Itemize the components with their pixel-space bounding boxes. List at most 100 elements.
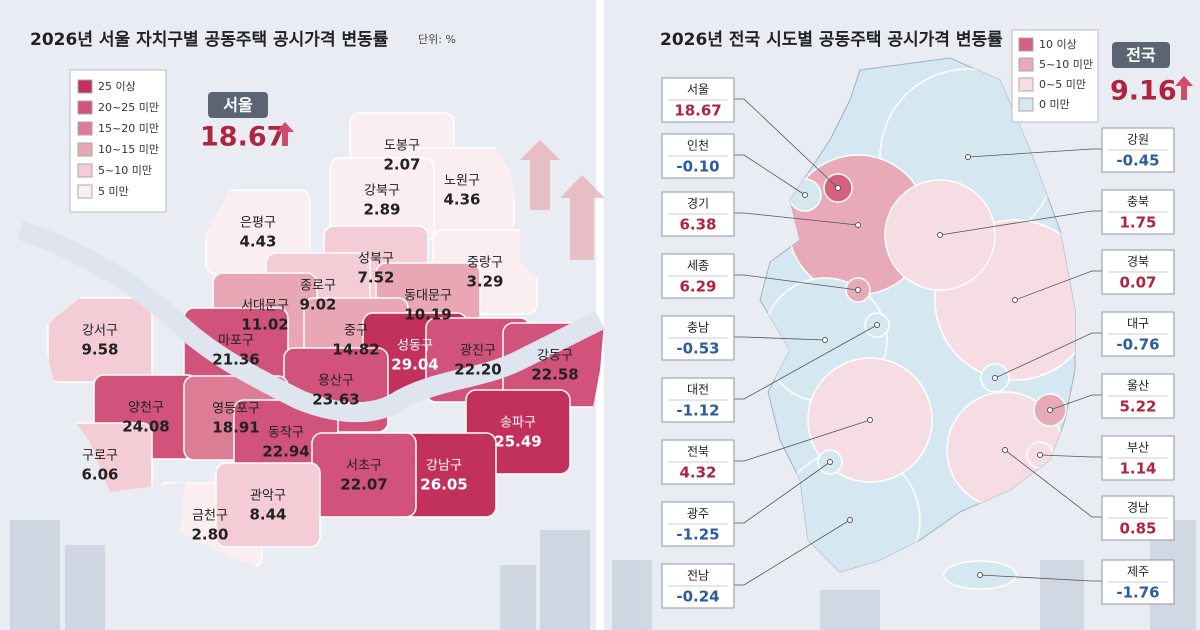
- right-legend: 10 이상 5~10 미만 0~5 미만 0 미만: [1018, 37, 1093, 112]
- district-name: 광진구: [460, 344, 496, 359]
- region-value: 4.32: [679, 464, 716, 482]
- headline-arrow: [276, 122, 294, 146]
- region-dot: [827, 459, 833, 465]
- district-name: 중구: [344, 324, 368, 339]
- unit-label: 단위: %: [418, 33, 456, 46]
- district-value: 6.06: [81, 466, 118, 484]
- seoul-map: [47, 112, 605, 568]
- region-dot: [1012, 297, 1018, 303]
- national-badge: [1112, 42, 1170, 68]
- region-name: 부산: [1127, 441, 1149, 455]
- leader-line: [1004, 449, 1102, 518]
- leader-line: [734, 419, 871, 462]
- region-name: 울산: [1127, 379, 1149, 393]
- region-dot: [847, 517, 853, 523]
- district-name: 서대문구: [241, 299, 289, 314]
- divider: [596, 0, 604, 630]
- leader-line: [734, 212, 859, 226]
- region-name: 경북: [1127, 255, 1149, 269]
- region-value: -0.45: [1116, 152, 1159, 170]
- legend-label: 0~5 미만: [1039, 78, 1086, 91]
- region-name: 경남: [1127, 501, 1149, 515]
- district-name: 양천구: [128, 401, 164, 416]
- region-dot: [937, 232, 943, 238]
- district-value: 21.36: [212, 351, 259, 369]
- leader-line: [734, 274, 859, 291]
- region-dot: [1047, 407, 1053, 413]
- region-name: 제주: [1127, 565, 1149, 579]
- headline-arrow: [1175, 76, 1193, 100]
- region-dot: [867, 417, 873, 423]
- district-name: 강북구: [364, 184, 400, 199]
- region-name: 전북: [687, 445, 709, 459]
- region-value: -0.24: [676, 588, 719, 606]
- district-value: 10.19: [404, 306, 451, 324]
- leader-line: [734, 324, 878, 400]
- legend-swatch: [77, 163, 93, 178]
- legend-swatch: [77, 79, 93, 94]
- region-value: -0.10: [676, 158, 719, 176]
- district-value: 4.43: [239, 233, 276, 251]
- seoul-labels: 도봉구 2.07 노원구 4.36 강북구 2.89 은평구 4.43 성북구 7.52 중랑구 3.…: [81, 139, 578, 544]
- region-name: 대전: [687, 383, 709, 397]
- region-name: 충북: [1127, 195, 1149, 209]
- region-dot: [977, 572, 983, 578]
- district-value: 22.07: [340, 476, 387, 494]
- district-value: 11.02: [241, 316, 288, 334]
- leader-line: [734, 98, 839, 189]
- leader-line: [939, 210, 1102, 236]
- seoul-badge: [208, 92, 268, 118]
- leader-line: [967, 148, 1102, 158]
- district-name: 서초구: [346, 459, 382, 474]
- region-value: -0.76: [1116, 336, 1159, 354]
- region-value: -1.12: [676, 402, 719, 420]
- leader-line: [1049, 394, 1102, 411]
- legend-label: 10 이상: [1039, 38, 1077, 51]
- district-name: 동작구: [268, 426, 304, 441]
- region-value: -0.53: [676, 340, 719, 358]
- legend-swatch: [77, 184, 93, 199]
- region-value: 0.85: [1119, 520, 1156, 538]
- district-value: 9.58: [81, 341, 118, 359]
- district-name: 도봉구: [384, 139, 420, 154]
- district-name: 강동구: [537, 349, 573, 364]
- leader-line: [734, 336, 826, 341]
- national-headline-value: 9.16: [1110, 76, 1177, 107]
- national-badge-label: 전국: [1126, 46, 1156, 65]
- district-value: 4.36: [443, 191, 480, 209]
- region-dot: [835, 185, 841, 191]
- region-name: 대구: [1127, 317, 1149, 331]
- district-value: 14.82: [332, 341, 379, 359]
- region-dot: [802, 192, 808, 198]
- region-dot: [855, 222, 861, 228]
- left-legend: 25 이상 20~25 미만 15~20 미만 10~15 미만 5~10 미만 5 미만: [77, 79, 159, 199]
- legend-label: 5~10 미만: [98, 164, 152, 177]
- region-dot: [822, 337, 828, 343]
- legend-swatch: [77, 121, 93, 136]
- district-name: 금천구: [192, 509, 228, 524]
- leader-line: [994, 332, 1102, 379]
- district-value: 22.94: [262, 443, 309, 461]
- region-dot: [1002, 447, 1008, 453]
- district: [215, 462, 321, 548]
- legend-swatch: [1018, 97, 1034, 112]
- region-name: 인천: [687, 138, 709, 153]
- region-dot: [992, 375, 998, 381]
- legend-swatch: [77, 100, 93, 115]
- region-value: 5.22: [1119, 398, 1156, 416]
- legend-label: 0 미만: [1039, 98, 1070, 111]
- district-name: 성동구: [397, 339, 433, 354]
- up-arrows: [520, 140, 605, 260]
- region-dot: [855, 287, 861, 293]
- district-value: 2.89: [363, 201, 400, 219]
- leader-line: [1014, 270, 1102, 301]
- region-value: 0.07: [1119, 274, 1156, 292]
- district-name: 관악구: [250, 489, 286, 504]
- district-name: 중랑구: [467, 256, 503, 271]
- legend-swatch: [77, 142, 93, 157]
- seoul-badge-label: 서울: [223, 96, 253, 115]
- district-value: 9.02: [299, 296, 336, 314]
- district-value: 26.05: [420, 476, 467, 494]
